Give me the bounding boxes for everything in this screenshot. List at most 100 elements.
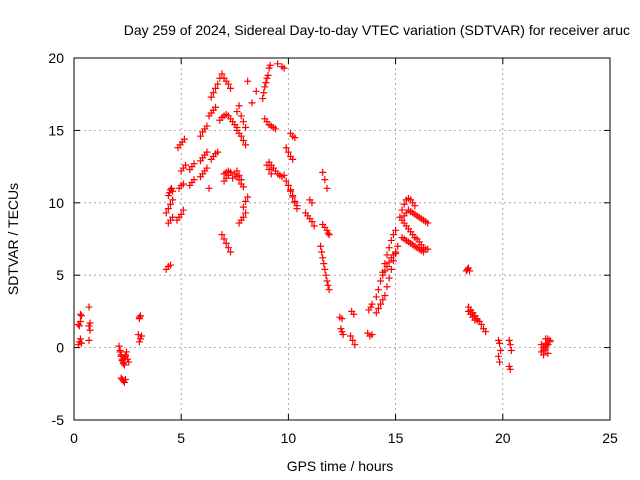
data-point [383,251,391,259]
data-point [381,267,389,275]
data-point [207,93,215,101]
data-point [319,254,327,262]
data-point [239,203,247,211]
data-point [76,310,84,318]
data-point [318,248,326,256]
data-point [166,200,174,208]
data-point [377,277,385,285]
data-point [350,310,358,318]
chart-title: Day 259 of 2024, Sidereal Day-to-day VTE… [124,22,630,38]
y-tick-label: 10 [48,195,64,211]
x-tick-label: 5 [177,430,185,446]
data-point [274,60,282,68]
data-point [495,352,503,360]
y-tick-label: -5 [52,412,65,428]
data-point [138,332,146,340]
data-point [308,199,316,207]
data-point [289,192,297,200]
data-point [387,265,395,273]
data-point [381,291,389,299]
data-point [190,176,198,184]
data-point [260,89,268,97]
data-point [239,183,247,191]
data-point [242,124,250,132]
data-point [179,206,187,214]
x-tick-label: 0 [70,430,78,446]
data-point [272,125,280,133]
data-point [506,341,514,349]
data-point [287,186,295,194]
data-point [324,281,332,289]
data-point [374,305,382,313]
data-point [242,209,250,217]
data-point [544,341,552,349]
data-point [86,319,94,327]
data-point [233,108,241,116]
data-points [74,60,554,386]
data-point [209,89,217,97]
data-point [76,318,84,326]
data-point [379,296,387,304]
data-point [372,293,380,301]
data-point [282,144,290,152]
y-tick-label: 0 [56,340,64,356]
data-point [227,84,235,92]
x-tick-label: 25 [602,430,618,446]
data-point [507,346,515,354]
data-point [323,277,331,285]
data-point [75,322,83,330]
data-point [218,70,226,78]
data-point [323,184,331,192]
data-point [385,258,393,266]
data-point [244,193,252,201]
data-point [284,148,292,156]
x-tick-label: 10 [281,430,297,446]
data-point [497,346,505,354]
data-point [116,348,124,356]
data-point [203,148,211,156]
data-point [162,209,170,217]
data-point [325,231,333,239]
data-point [196,132,204,140]
data-point [506,365,514,373]
data-point [471,316,479,324]
grid-lines [74,58,610,420]
data-point [339,331,347,339]
data-point [214,148,222,156]
data-point [117,352,125,360]
data-point [424,219,432,227]
data-point [542,335,550,343]
data-point [134,331,142,339]
data-point [76,335,84,343]
data-point [164,205,172,213]
data-point [177,210,185,218]
data-point [227,168,235,176]
data-point [308,218,316,226]
data-point [261,83,269,91]
data-point [324,229,332,237]
data-point [125,358,133,366]
y-tick-label: 15 [48,122,64,138]
data-point [317,242,325,250]
x-axis-label: GPS time / hours [287,458,394,474]
data-point [265,165,273,173]
data-point [239,213,247,221]
data-point [320,260,328,268]
data-point [466,267,474,275]
data-point [190,160,198,168]
data-point [263,161,271,169]
data-point [224,244,232,252]
data-point [319,168,327,176]
data-point [496,358,504,366]
data-point [322,271,330,279]
plot-frame [73,57,611,421]
data-point [424,245,432,253]
data-point [400,200,408,208]
data-point [372,309,380,317]
data-point [389,231,397,239]
data-point [135,315,143,323]
data-point [218,231,226,239]
data-point [544,349,552,357]
